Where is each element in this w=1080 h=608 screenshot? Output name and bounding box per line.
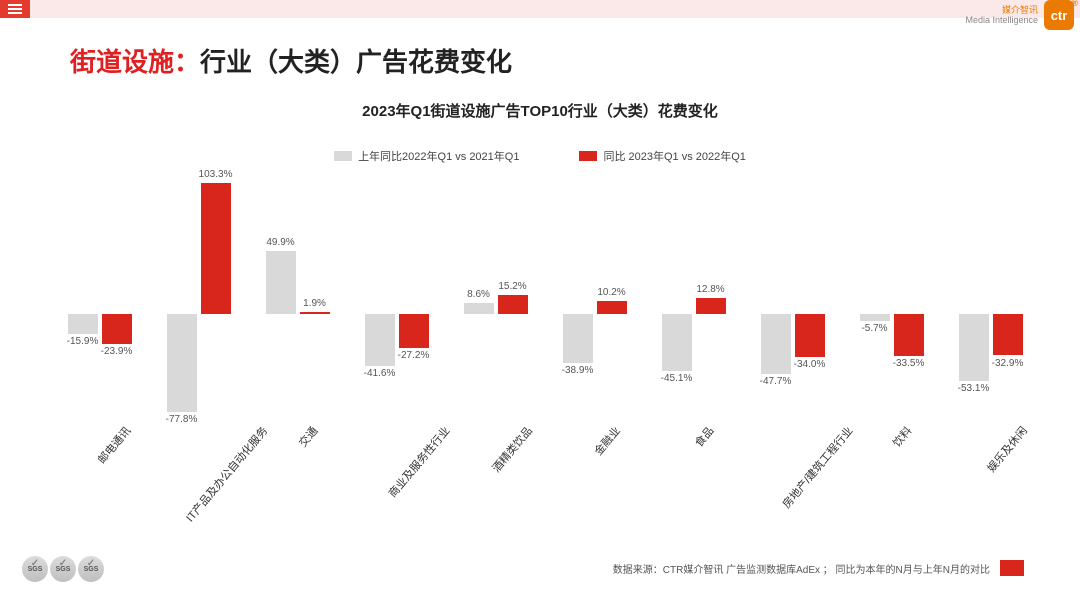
bar-group: 49.9% 1.9% 交通 — [248, 175, 347, 475]
bar — [563, 314, 593, 363]
sgs-badge-icon: SGS — [78, 556, 104, 582]
bar — [894, 314, 924, 356]
category-label: 邮电通讯 — [93, 423, 134, 467]
menu-icon[interactable] — [0, 0, 30, 18]
bar-value-label: 12.8% — [696, 284, 724, 295]
bar-value-label: -27.2% — [398, 350, 430, 361]
brand-zh: 媒介智讯 — [965, 5, 1038, 15]
bar-value-label: -5.7% — [861, 323, 887, 334]
page-title: 街道设施：行业（大类）广告花费变化 — [70, 42, 512, 79]
bar-value-label: -45.1% — [661, 373, 693, 384]
category-label: 酒精类饮品 — [488, 423, 536, 475]
bar — [266, 251, 296, 314]
bar-value-label: 15.2% — [498, 281, 526, 292]
chart-subtitle: 2023年Q1街道设施广告TOP10行业（大类）花费变化 — [0, 100, 1080, 121]
bar — [167, 314, 197, 412]
bar — [597, 301, 627, 314]
bar-value-label: -77.8% — [166, 414, 198, 425]
bar-group: -5.7% -33.5% 饮料 — [842, 175, 941, 475]
bar-group: -45.1% 12.8% 食品 — [644, 175, 743, 475]
legend-swatch-1 — [334, 151, 352, 161]
bar — [300, 312, 330, 314]
bar — [464, 303, 494, 314]
category-label: 饮料 — [888, 423, 914, 450]
category-label: 娱乐及休闲 — [983, 423, 1031, 475]
bar-value-label: -38.9% — [562, 365, 594, 376]
bar — [201, 183, 231, 313]
bar — [761, 314, 791, 374]
title-main: 行业（大类）广告花费变化 — [200, 47, 512, 77]
category-label: 金融业 — [590, 423, 623, 459]
data-source: 数据来源：CTR媒介智讯 广告监测数据库AdEx ； 同比为本年的N月与上年N月… — [613, 560, 1024, 576]
bar-group: -77.8%103.3%IT产品及办公自动化服务 — [149, 175, 248, 475]
legend-item-1: 上年同比2022年Q1 vs 2021年Q1 — [334, 148, 519, 164]
bar-value-label: -34.0% — [794, 359, 826, 370]
top-strip — [0, 0, 1080, 18]
category-label: 交通 — [294, 423, 320, 450]
bar — [959, 314, 989, 381]
sgs-badge-icon: SGS — [50, 556, 76, 582]
legend: 上年同比2022年Q1 vs 2021年Q1 同比 2023年Q1 vs 202… — [0, 148, 1080, 164]
bar-value-label: -53.1% — [958, 383, 990, 394]
bar-value-label: 1.9% — [303, 298, 326, 309]
bar — [795, 314, 825, 357]
brand-en: Media Intelligence — [965, 15, 1038, 25]
brand-text: 媒介智讯 Media Intelligence — [965, 5, 1038, 25]
brand-block: 媒介智讯 Media Intelligence ctr® — [965, 0, 1080, 30]
source-red-block-icon — [1000, 560, 1024, 576]
category-label: 商业及服务性行业 — [384, 423, 453, 501]
bar-chart: -15.9%-23.9% 邮电通讯 -77.8%103.3%IT产品及办公自动化服务… — [50, 175, 1040, 475]
bar — [860, 314, 890, 321]
bar-group: -38.9% 10.2% 金融业 — [545, 175, 644, 475]
bar-value-label: -41.6% — [364, 368, 396, 379]
legend-item-2: 同比 2023年Q1 vs 2022年Q1 — [579, 148, 745, 164]
bar-value-label: -47.7% — [760, 376, 792, 387]
legend-swatch-2 — [579, 151, 597, 161]
bar-value-label: -23.9% — [101, 346, 133, 357]
category-label: 食品 — [690, 423, 716, 450]
legend-label-1: 上年同比2022年Q1 vs 2021年Q1 — [358, 148, 519, 164]
bar — [498, 295, 528, 314]
legend-label-2: 同比 2023年Q1 vs 2022年Q1 — [603, 148, 745, 164]
bar-value-label: 49.9% — [266, 237, 294, 248]
bar — [696, 298, 726, 314]
bar-group: -41.6%-27.2%商业及服务性行业 — [347, 175, 446, 475]
bar — [68, 314, 98, 334]
bar-group: -15.9%-23.9% 邮电通讯 — [50, 175, 149, 475]
bar-value-label: -33.5% — [893, 358, 925, 369]
bar-value-label: 10.2% — [597, 287, 625, 298]
bar — [662, 314, 692, 371]
bar — [102, 314, 132, 344]
bar-value-label: -32.9% — [992, 358, 1024, 369]
ctr-logo-icon: ctr® — [1044, 0, 1074, 30]
bar-value-label: -15.9% — [67, 336, 99, 347]
bar-group: -53.1% -32.9% 娱乐及休闲 — [941, 175, 1040, 475]
bar — [399, 314, 429, 348]
sgs-badges: SGS SGS SGS — [22, 556, 104, 582]
bar-value-label: 103.3% — [199, 169, 233, 180]
bar-group: 8.6% 15.2% 酒精类饮品 — [446, 175, 545, 475]
bar-group: -47.7%-34.0%房地产/建筑工程行业 — [743, 175, 842, 475]
bar — [993, 314, 1023, 356]
bar — [365, 314, 395, 367]
title-prefix: 街道设施： — [70, 47, 200, 77]
bar-value-label: 8.6% — [467, 289, 490, 300]
sgs-badge-icon: SGS — [22, 556, 48, 582]
